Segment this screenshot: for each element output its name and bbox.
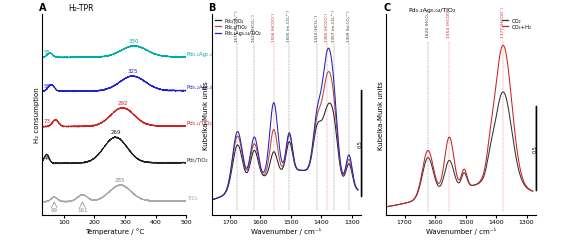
Text: 1554 (HCOO⁻): 1554 (HCOO⁻) [447,7,451,38]
Y-axis label: Kubelka-Munk units: Kubelka-Munk units [202,81,209,149]
Text: 55: 55 [44,50,51,55]
Legend: Pd₁/TiO₂, Pd₀.₂/TiO₂, Pd₀.₂Ag₀.₀₄/TiO₂: Pd₁/TiO₂, Pd₀.₂/TiO₂, Pd₀.₂Ag₀.₀₄/TiO₂ [214,18,262,37]
Text: 285: 285 [115,177,126,182]
Text: 1357 (m-CO₃²⁻): 1357 (m-CO₃²⁻) [332,10,336,42]
Text: Pd₀.₂/TiO₂: Pd₀.₂/TiO₂ [187,120,213,125]
Text: 1505 (m-CO₃²⁻): 1505 (m-CO₃²⁻) [287,10,291,42]
Text: Pd₀.₂Ag₀.₀₄/TiO₂: Pd₀.₂Ag₀.₀₄/TiO₂ [409,8,456,13]
Text: 73: 73 [44,119,51,124]
Text: 44: 44 [44,155,51,160]
Text: 69: 69 [51,207,58,212]
Y-axis label: H₂ consumption: H₂ consumption [33,87,39,143]
Text: 1675 (bi-CO₃²⁻): 1675 (bi-CO₃²⁻) [235,10,240,42]
Text: 59: 59 [44,84,51,88]
Text: 330: 330 [129,38,139,44]
Y-axis label: Kubelka-Munk units: Kubelka-Munk units [377,81,384,149]
Text: 1309 (bi-CO₃²⁻): 1309 (bi-CO₃²⁻) [347,10,351,42]
Text: 325: 325 [127,69,138,73]
Text: 1556 (HCOO⁻): 1556 (HCOO⁻) [272,12,276,42]
Text: 1377 (HCOO⁻): 1377 (HCOO⁻) [501,7,505,38]
Text: B: B [209,3,216,13]
Text: 1624 (HCO₃⁻): 1624 (HCO₃⁻) [426,9,430,38]
Text: 292: 292 [117,100,127,105]
Text: 1414 (HCO₃⁻): 1414 (HCO₃⁻) [315,14,319,42]
Text: 0.5: 0.5 [533,145,538,153]
X-axis label: Temperature / °C: Temperature / °C [85,227,144,234]
X-axis label: Wavenumber / cm⁻¹: Wavenumber / cm⁻¹ [426,227,496,234]
Text: 161: 161 [77,207,87,212]
Text: C: C [384,3,391,13]
Text: A: A [39,3,47,13]
Text: TiO₂: TiO₂ [187,195,198,200]
Text: H₂-TPR: H₂-TPR [68,4,94,13]
Text: 1620 (HCO₃⁻): 1620 (HCO₃⁻) [252,14,256,42]
X-axis label: Wavenumber / cm⁻¹: Wavenumber / cm⁻¹ [251,227,321,234]
Text: 269: 269 [110,130,121,134]
Text: Pd₀.₂Ag₀.₂/TiO₂: Pd₀.₂Ag₀.₂/TiO₂ [187,51,226,56]
Text: Pd₀.₂Ag₀.₀₄/TiO₂: Pd₀.₂Ag₀.₀₄/TiO₂ [187,85,228,90]
Text: Pd₁/TiO₂: Pd₁/TiO₂ [187,157,209,162]
Text: 1380 (HCOO⁻): 1380 (HCOO⁻) [325,12,329,42]
Text: 0.5: 0.5 [358,140,363,148]
Legend: CO₂, CO₂+H₂: CO₂, CO₂+H₂ [500,18,533,31]
